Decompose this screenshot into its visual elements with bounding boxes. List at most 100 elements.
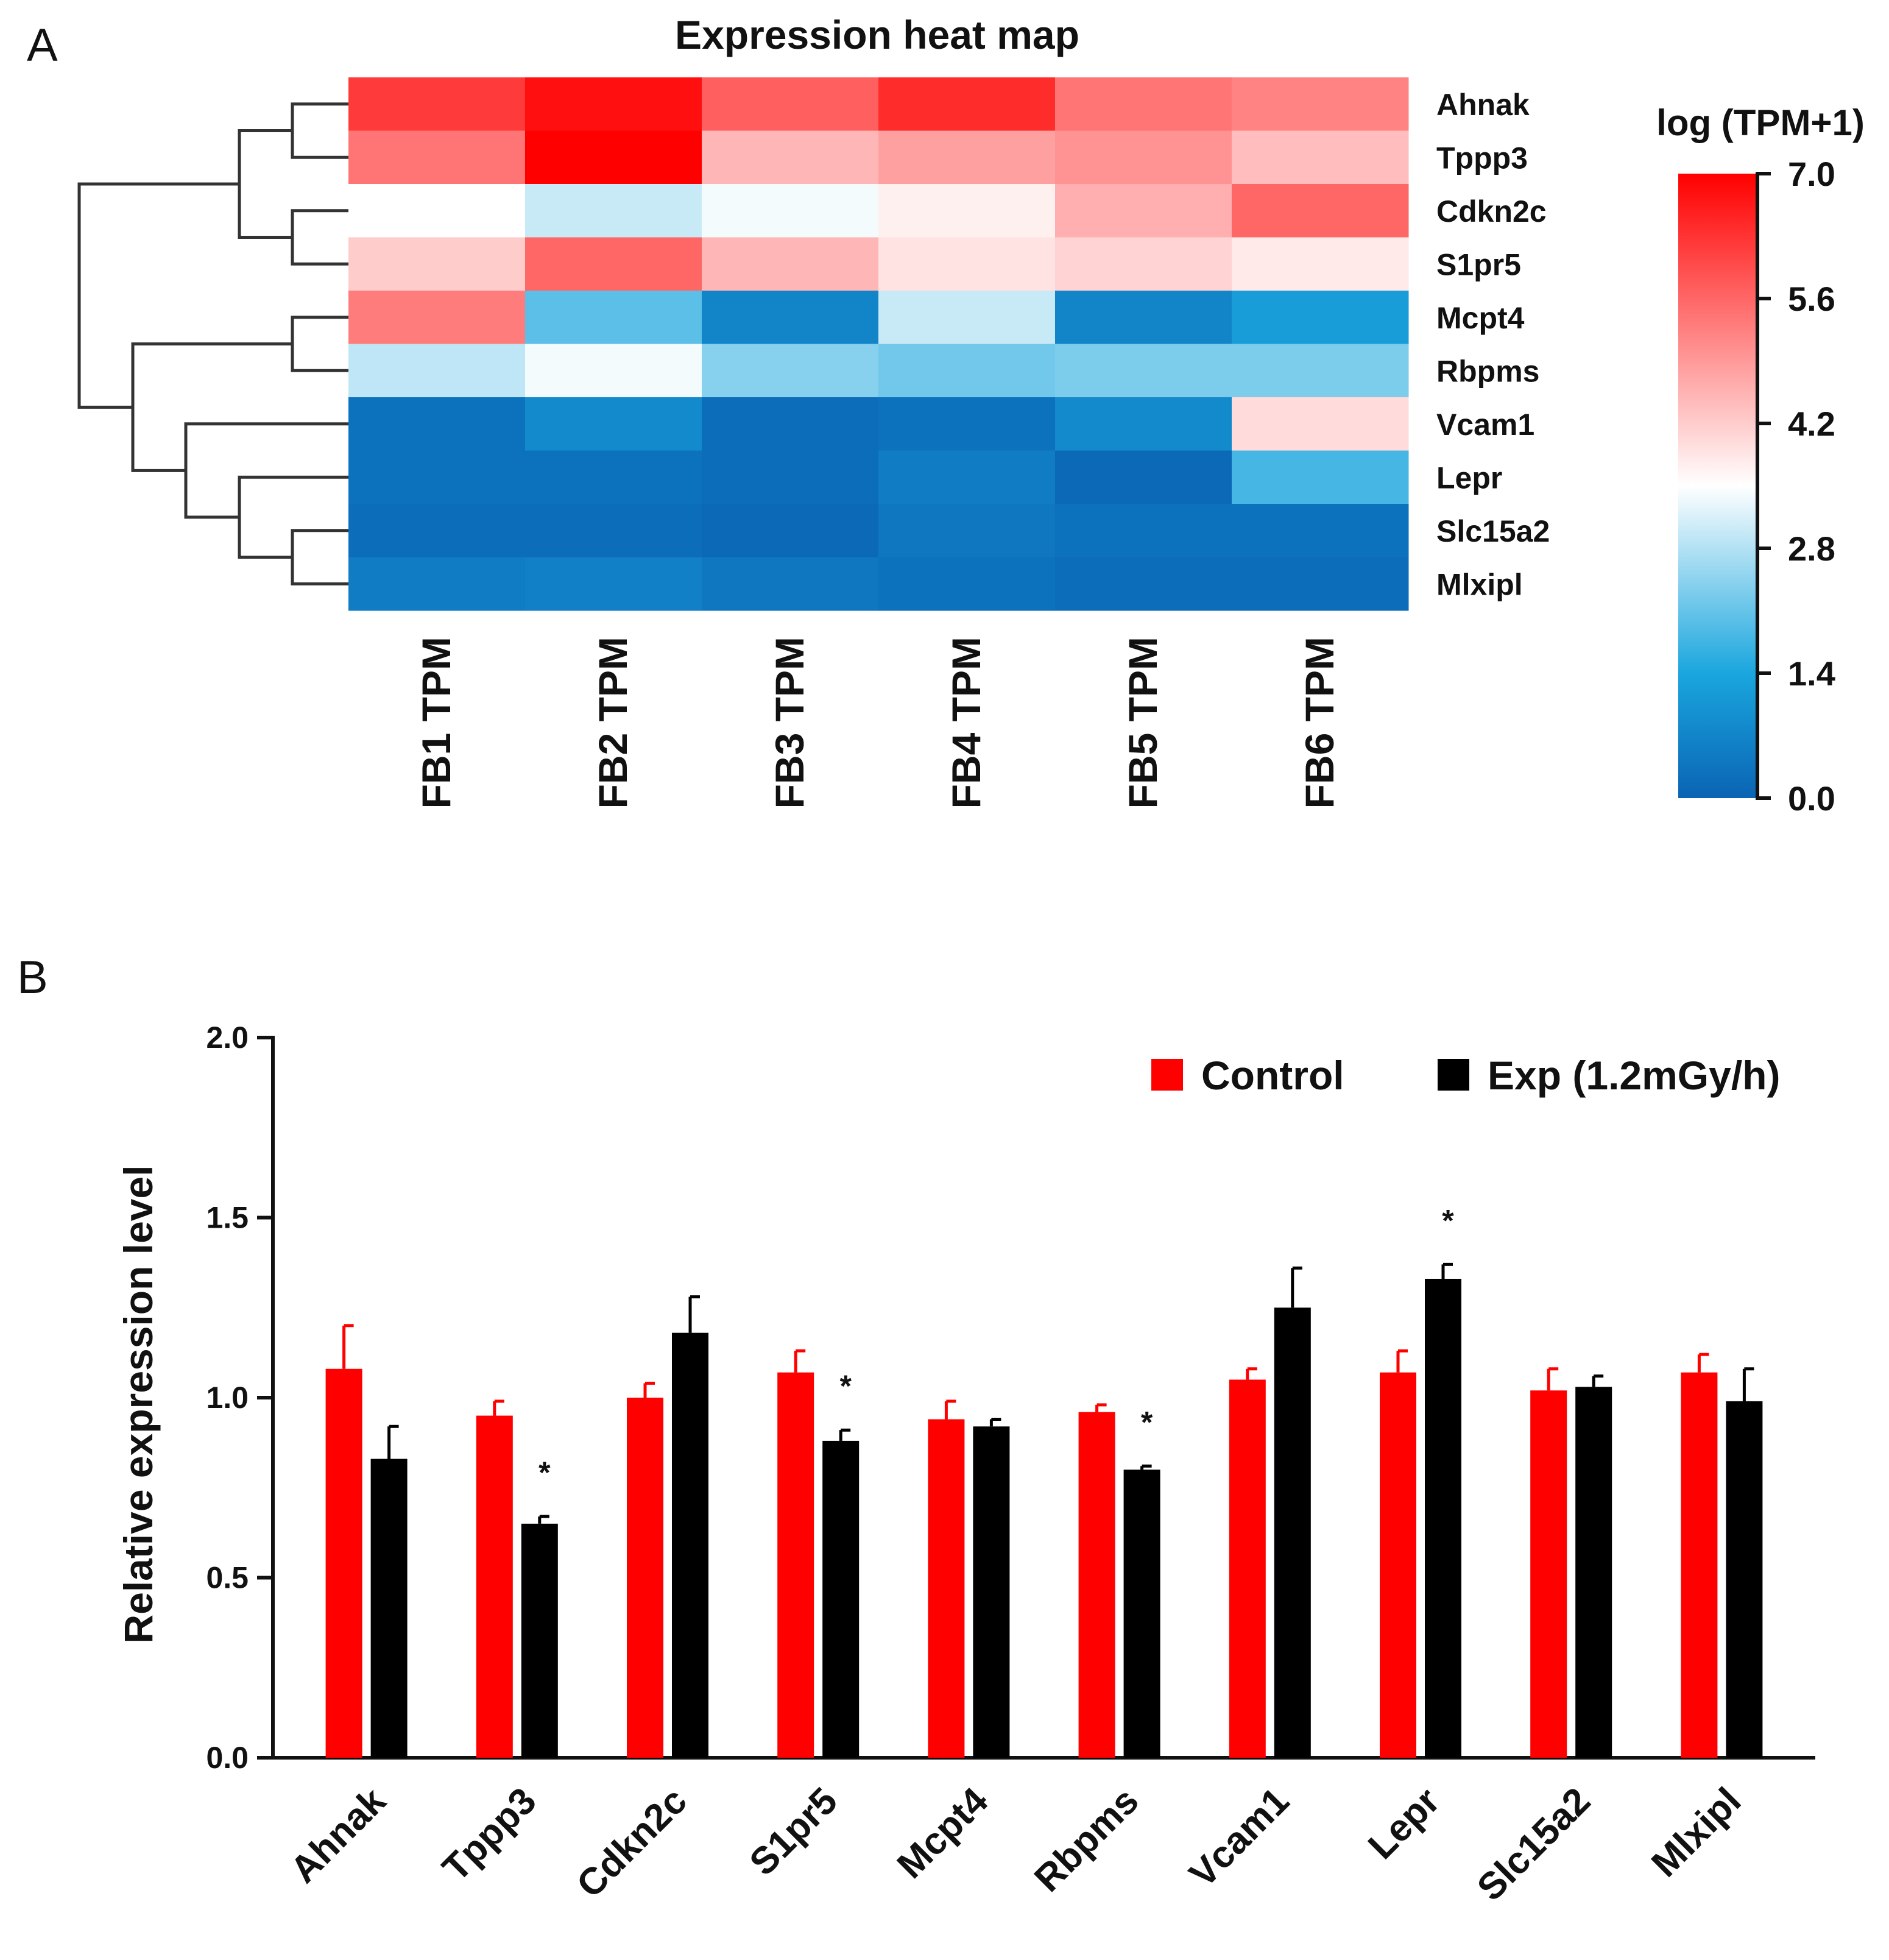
sample-label: FB1 TPM	[414, 637, 459, 808]
category-label: Mcpt4	[889, 1780, 997, 1887]
heatmap-cells	[348, 77, 1409, 611]
heatmap-cell	[1232, 504, 1409, 557]
significance-marker: *	[1442, 1203, 1454, 1237]
gene-label: Lepr	[1436, 461, 1502, 495]
heatmap-cell	[525, 397, 702, 451]
heatmap-cell	[878, 450, 1056, 504]
bar-exp	[1274, 1307, 1311, 1758]
heatmap-cell	[878, 397, 1056, 451]
bar-control	[1681, 1372, 1718, 1758]
dendrogram-branch	[238, 129, 292, 239]
sample-label: FB6 TPM	[1297, 637, 1342, 808]
y-tick-label: 1.0	[206, 1381, 249, 1415]
significance-marker: *	[538, 1456, 551, 1490]
bars: * * * *	[325, 1203, 1763, 1758]
heatmap-cell	[702, 237, 879, 291]
bar-exp	[822, 1440, 860, 1758]
heatmap-cell	[1055, 450, 1232, 504]
heatmap-cell	[1232, 344, 1409, 398]
dendrogram-branch	[131, 342, 292, 472]
panel-a-letter: A	[27, 19, 58, 71]
heatmap-cell	[525, 504, 702, 557]
bar-exp	[1575, 1387, 1612, 1758]
dendrogram-branch	[291, 316, 348, 372]
heatmap-cell	[348, 77, 526, 131]
legend-label: Exp (1.2mGy/h)	[1488, 1053, 1780, 1098]
dendrogram-branch	[184, 422, 348, 519]
dendrogram-branch	[291, 102, 348, 159]
sample-label: FB4 TPM	[944, 637, 989, 808]
heatmap-cell	[878, 237, 1056, 291]
heatmap-cell	[348, 557, 526, 611]
heatmap-cell	[525, 344, 702, 398]
bar-exp	[1726, 1401, 1763, 1758]
heatmap-cell	[1232, 77, 1409, 131]
heatmap-cell	[525, 450, 702, 504]
significance-marker: *	[1141, 1405, 1153, 1439]
heatmap-cell	[1055, 557, 1232, 611]
sample-label: FB3 TPM	[767, 637, 812, 808]
category-label: Mlxipl	[1644, 1780, 1749, 1885]
dendrogram-branch	[77, 182, 239, 409]
heatmap-cell	[525, 557, 702, 611]
heatmap-cell	[1232, 397, 1409, 451]
gene-label: Mcpt4	[1436, 301, 1525, 335]
heatmap-cell	[702, 344, 879, 398]
heatmap-cell	[525, 184, 702, 238]
category-label: Tppp3	[434, 1780, 544, 1889]
heatmap-cell	[525, 237, 702, 291]
category-label: Rbpms	[1026, 1780, 1146, 1900]
heatmap-cell	[348, 344, 526, 398]
heatmap-cell	[348, 397, 526, 451]
bar-control	[1078, 1412, 1115, 1758]
heatmap-cell	[1055, 184, 1232, 238]
legend-label: Control	[1201, 1053, 1344, 1098]
gene-label: Vcam1	[1436, 408, 1534, 442]
heatmap-cell	[348, 184, 526, 238]
gene-label: Rbpms	[1436, 354, 1539, 388]
colorbar-tick-label: 4.2	[1788, 405, 1835, 443]
bar-control	[928, 1419, 965, 1758]
dendrogram	[77, 102, 348, 586]
y-tick-label: 0.0	[206, 1741, 249, 1775]
heatmap-cell	[702, 130, 879, 185]
bar-control	[777, 1372, 814, 1758]
category-label: Cdkn2c	[569, 1780, 695, 1906]
bar-exp	[672, 1332, 708, 1758]
heatmap-cell	[1232, 184, 1409, 238]
gene-label: Slc15a2	[1436, 514, 1550, 548]
bar-control	[1530, 1390, 1567, 1758]
sample-label: FB2 TPM	[590, 637, 635, 808]
heatmap-cell	[348, 450, 526, 504]
sample-label: FB5 TPM	[1120, 637, 1165, 808]
gene-label: S1pr5	[1436, 247, 1521, 281]
heatmap-cell	[702, 504, 879, 557]
colorbar-tick-label: 1.4	[1788, 654, 1835, 693]
colorbar	[1678, 174, 1757, 798]
heatmap-cell	[878, 557, 1056, 611]
heatmap-cell	[878, 504, 1056, 557]
heatmap-cell	[1055, 130, 1232, 185]
heatmap-cell	[1232, 237, 1409, 291]
heatmap-cell	[702, 397, 879, 451]
bar-control	[476, 1415, 513, 1758]
panel-b: B Relative expression level 0.0 0.5 1.0 1.5…	[17, 952, 1815, 1909]
bar-control	[325, 1368, 362, 1758]
heatmap-cell	[878, 291, 1056, 344]
heatmap-cell	[1055, 291, 1232, 344]
heatmap-cell	[702, 77, 879, 131]
heatmap-cell	[878, 184, 1056, 238]
bar-control	[1229, 1379, 1266, 1758]
heatmap-cell	[1055, 77, 1232, 131]
bar-axes: 0.0 0.5 1.0 1.5 2.0	[206, 1021, 1815, 1775]
colorbar-tick-label: 0.0	[1788, 779, 1835, 818]
colorbar-title: log (TPM+1)	[1656, 102, 1865, 143]
heatmap-column-labels: FB1 TPM FB2 TPM FB3 TPM FB4 TPM FB5 TPM FB6 T…	[414, 637, 1342, 808]
dendrogram-branch	[291, 209, 348, 266]
gene-label: Cdkn2c	[1436, 194, 1547, 228]
heatmap-cell	[878, 344, 1056, 398]
heatmap-cell	[1055, 397, 1232, 451]
heatmap-cell	[702, 557, 879, 611]
heatmap-cell	[702, 291, 879, 344]
